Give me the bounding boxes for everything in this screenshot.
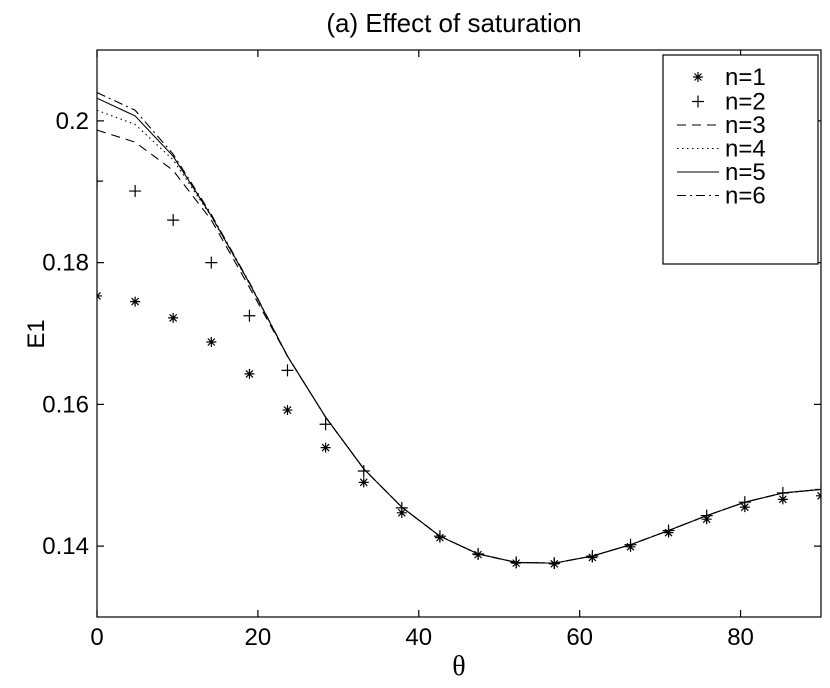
x-tick-label: 40 (405, 624, 432, 651)
data-point-star (244, 368, 255, 379)
y-tick-label: 0.16 (42, 391, 89, 418)
x-axis-label: θ (452, 651, 465, 682)
data-point-plus (129, 185, 142, 198)
data-point-star (168, 312, 179, 323)
legend-swatch-plus (692, 95, 704, 108)
legend-entry-label: n=2 (725, 89, 766, 116)
legend-entry-label: n=3 (725, 112, 766, 139)
y-tick-label: 0.14 (42, 533, 89, 560)
data-point-plus (281, 364, 294, 377)
legend: n=1n=2n=3n=4n=5n=6 (662, 54, 819, 265)
x-tick-label: 80 (727, 624, 754, 651)
data-point-plus (205, 256, 218, 269)
axis-ticks: 0 20 40 60 80 0.14 0.16 0.18 0.2 (42, 50, 821, 651)
data-point-plus (319, 418, 332, 431)
x-tick-label: 0 (90, 624, 103, 651)
data-point-star (130, 296, 141, 307)
data-point-plus (167, 214, 180, 227)
legend-box (662, 54, 819, 265)
series-line (97, 92, 821, 564)
legend-swatch-star (693, 72, 703, 82)
y-tick-label: 0.18 (42, 250, 89, 277)
series-group (97, 92, 821, 570)
legend-entry-label: n=4 (725, 136, 766, 163)
legend-entry-label: n=6 (725, 183, 766, 210)
data-point-plus (97, 175, 103, 188)
data-point-plus (243, 309, 256, 322)
data-point-plus (395, 501, 408, 514)
data-point-star (282, 405, 293, 416)
chart-title: (a) Effect of saturation (326, 8, 581, 38)
x-tick-label: 20 (245, 624, 272, 651)
x-tick-label: 60 (566, 624, 593, 651)
data-point-star (206, 337, 217, 348)
y-tick-label: 0.2 (56, 108, 89, 135)
data-point-plus (357, 464, 370, 477)
legend-entry-label: n=5 (725, 159, 766, 186)
data-point-star (358, 477, 369, 488)
data-point-star (777, 494, 788, 505)
legend-entry-label: n=1 (725, 64, 766, 91)
y-axis-label: E1 (23, 319, 50, 348)
series-n6 (97, 92, 821, 564)
data-point-star (320, 442, 331, 453)
